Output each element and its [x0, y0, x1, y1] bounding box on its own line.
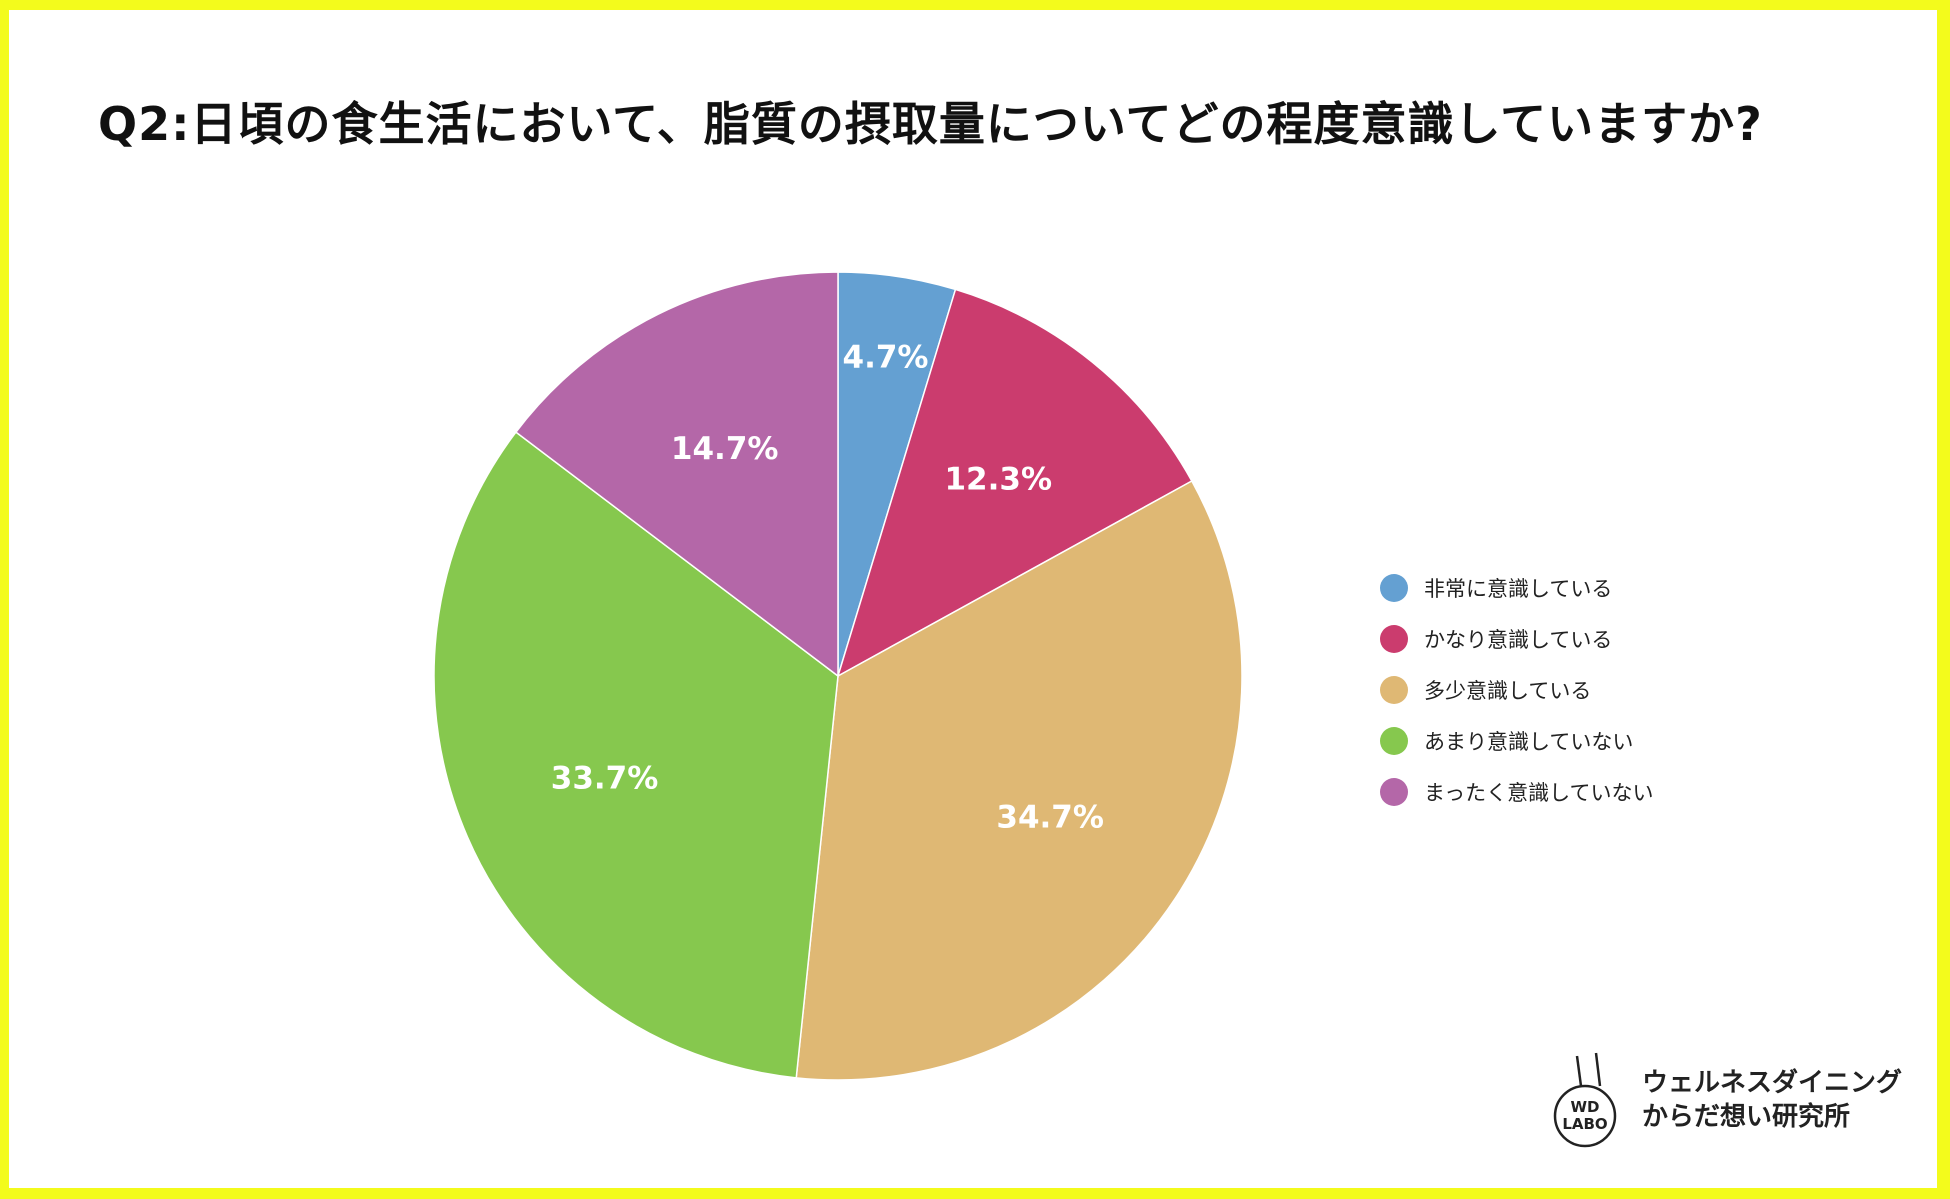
slice-label: 14.7% — [671, 431, 779, 467]
flask-logo-icon: WD LABO — [1553, 1052, 1617, 1148]
legend-item: 非常に意識している — [1380, 562, 1654, 613]
svg-text:LABO: LABO — [1562, 1115, 1607, 1133]
logo-text: ウェルネスダイニング からだ想い研究所 — [1642, 1068, 1903, 1132]
legend-dot-icon — [1380, 777, 1408, 806]
legend-item: まったく意識していない — [1380, 766, 1654, 817]
legend-dot-icon — [1380, 675, 1408, 704]
legend: 非常に意識している かなり意識している 多少意識している あまり意識していない … — [1380, 562, 1654, 817]
slice-label: 34.7% — [996, 800, 1104, 836]
chart-title: Q2:日頃の食生活において、脂質の摂取量についてどの程度意識していますか? — [98, 97, 1763, 151]
slice-label: 33.7% — [551, 760, 659, 796]
slice-label: 4.7% — [843, 339, 929, 375]
legend-item: あまり意識していない — [1380, 715, 1654, 766]
pie-slice — [795, 479, 1243, 1081]
pie-slice — [836, 288, 1193, 678]
pie-slice — [514, 271, 839, 678]
logo: WD LABO ウェルネスダイニング からだ想い研究所 — [1540, 1050, 1902, 1150]
legend-item: 多少意識している — [1380, 664, 1654, 715]
slice-label: 12.3% — [944, 461, 1052, 497]
svg-text:WD: WD — [1571, 1098, 1600, 1116]
legend-dot-icon — [1380, 624, 1408, 653]
legend-dot-icon — [1380, 573, 1408, 602]
pie-slice — [433, 431, 839, 1079]
legend-item: かなり意識している — [1380, 613, 1654, 664]
legend-dot-icon — [1380, 726, 1408, 755]
